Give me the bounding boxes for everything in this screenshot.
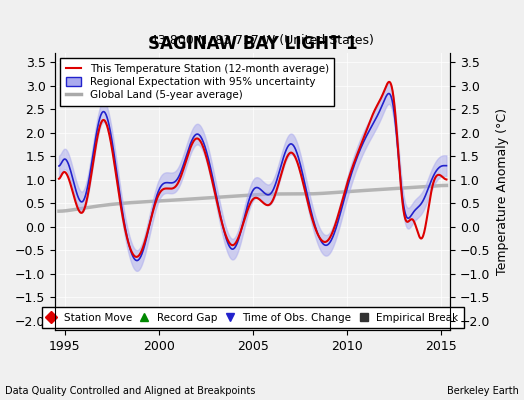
- Line: This Temperature Station (12-month average): This Temperature Station (12-month avera…: [59, 82, 446, 257]
- Regional Expectation with 95% uncertainty: [443, 163, 450, 168]
- This Temperature Station (12-month average): [350, 162, 356, 167]
- Regional Expectation with 95% uncertainty: [291, 145, 298, 150]
- Legend: Station Move, Record Gap, Time of Obs. Change, Empirical Break: Station Move, Record Gap, Time of Obs. C…: [42, 308, 464, 328]
- Text: Berkeley Earth: Berkeley Earth: [447, 386, 519, 396]
- Global Land (5-year average): [389, 186, 396, 191]
- Global Land (5-year average): [80, 206, 86, 211]
- Regional Expectation with 95% uncertainty: [303, 188, 310, 193]
- Regional Expectation with 95% uncertainty: [134, 258, 140, 263]
- Line: Regional Expectation with 95% uncertainty: Regional Expectation with 95% uncertaint…: [59, 94, 446, 260]
- This Temperature Station (12-month average): [80, 210, 86, 214]
- This Temperature Station (12-month average): [134, 254, 140, 259]
- Title: SAGINAW BAY LIGHT 1: SAGINAW BAY LIGHT 1: [148, 35, 357, 53]
- This Temperature Station (12-month average): [303, 194, 310, 199]
- Global Land (5-year average): [291, 192, 297, 196]
- Y-axis label: Temperature Anomaly (°C): Temperature Anomaly (°C): [496, 108, 509, 275]
- This Temperature Station (12-month average): [291, 154, 298, 158]
- Global Land (5-year average): [350, 189, 356, 194]
- Text: Data Quality Controlled and Aligned at Breakpoints: Data Quality Controlled and Aligned at B…: [5, 386, 256, 396]
- Regional Expectation with 95% uncertainty: [386, 91, 392, 96]
- Global Land (5-year average): [443, 183, 450, 188]
- Global Land (5-year average): [56, 209, 62, 214]
- Regional Expectation with 95% uncertainty: [56, 164, 62, 168]
- Regional Expectation with 95% uncertainty: [80, 199, 86, 204]
- This Temperature Station (12-month average): [390, 96, 397, 100]
- This Temperature Station (12-month average): [443, 177, 450, 182]
- Global Land (5-year average): [303, 192, 309, 196]
- This Temperature Station (12-month average): [281, 161, 288, 166]
- Global Land (5-year average): [281, 192, 287, 196]
- Regional Expectation with 95% uncertainty: [281, 152, 288, 157]
- This Temperature Station (12-month average): [386, 80, 392, 84]
- This Temperature Station (12-month average): [56, 176, 62, 181]
- Regional Expectation with 95% uncertainty: [390, 106, 397, 111]
- Regional Expectation with 95% uncertainty: [350, 166, 356, 170]
- Line: Global Land (5-year average): Global Land (5-year average): [59, 186, 446, 211]
- Text: 43.800 N, 83.717 W (United States): 43.800 N, 83.717 W (United States): [150, 34, 374, 47]
